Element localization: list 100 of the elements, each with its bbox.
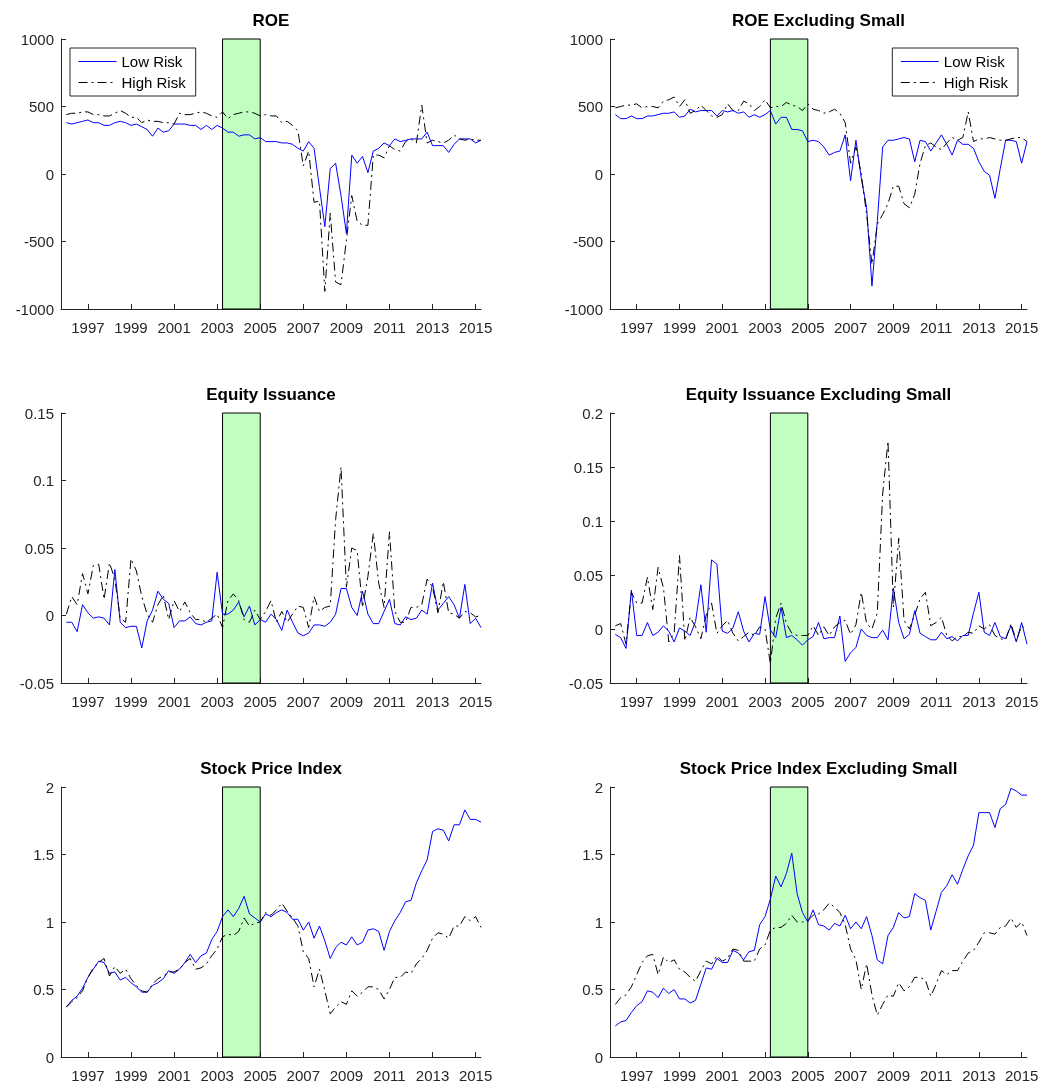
y-tick-label: -500: [572, 233, 603, 250]
x-tick-label: 2013: [962, 319, 996, 336]
y-tick-label: 0.5: [582, 981, 603, 998]
x-tick-label: 1997: [71, 1067, 105, 1083]
y-tick-label: 0.15: [573, 458, 603, 476]
y-tick-label: 0.1: [33, 472, 54, 489]
x-tick-label: 1997: [620, 319, 654, 336]
x-tick-label: 2005: [791, 1067, 825, 1083]
x-tick-label: 2015: [1004, 1067, 1039, 1083]
y-tick-label: 0.05: [573, 566, 603, 584]
x-tick-label: 2005: [243, 1067, 277, 1083]
x-tick-label: 2001: [157, 1067, 191, 1083]
x-tick-label: 2011: [919, 1067, 953, 1083]
y-tick-label: 2: [45, 778, 54, 796]
x-tick-label: 2013: [415, 693, 450, 710]
line-series: [614, 108, 1028, 287]
y-tick-label: 1.5: [582, 846, 603, 863]
x-tick-label: 1999: [662, 1067, 697, 1083]
x-tick-label: 2007: [286, 1067, 320, 1083]
x-tick-label: 1999: [662, 319, 697, 336]
x-tick-label: 2011: [373, 693, 406, 710]
y-tick-label: 0.05: [24, 539, 54, 557]
x-tick-label: 2009: [329, 1067, 364, 1083]
x-tick-label: 2001: [157, 693, 191, 710]
x-tick-label: 2005: [243, 319, 277, 336]
x-tick-label: 2001: [157, 319, 191, 336]
x-tick-label: 2015: [458, 319, 493, 336]
y-tick-label: -1000: [15, 300, 54, 318]
y-tick-label: -1000: [564, 300, 603, 318]
x-tick-label: 2013: [415, 319, 450, 336]
x-tick-label: 2001: [705, 319, 739, 336]
line-series: [614, 559, 1028, 662]
x-tick-label: 2011: [919, 319, 953, 336]
chart-title: Stock Price Index Excluding Small: [679, 759, 958, 778]
y-tick-label: 0: [594, 620, 603, 638]
x-tick-label: 2013: [962, 693, 996, 710]
x-tick-label: 2005: [791, 319, 825, 336]
line-series: [65, 119, 482, 234]
x-tick-label: 2009: [329, 319, 364, 336]
y-tick-label: 1000: [20, 30, 54, 48]
y-tick-label: 0.1: [582, 512, 603, 530]
x-tick-label: 2011: [919, 693, 953, 710]
y-tick-label: 0: [45, 1048, 54, 1066]
x-tick-label: 1997: [620, 1067, 654, 1083]
x-tick-label: 2007: [286, 693, 320, 710]
y-tick-label: 0.15: [24, 404, 54, 422]
y-tick-label: 0: [45, 607, 54, 624]
x-tick-label: 2015: [1004, 319, 1039, 336]
x-tick-label: 2001: [705, 693, 739, 710]
x-tick-label: 2013: [962, 1067, 996, 1083]
y-tick-label: 2: [594, 778, 603, 796]
x-tick-label: 2003: [200, 319, 234, 336]
x-tick-label: 1997: [71, 319, 105, 336]
y-tick-label: 0: [594, 165, 603, 183]
x-tick-label: 2011: [373, 1067, 406, 1083]
x-tick-label: 1999: [114, 693, 148, 710]
y-tick-label: 500: [577, 98, 603, 115]
x-tick-label: 1999: [114, 1067, 148, 1083]
x-tick-label: 2009: [876, 319, 911, 336]
chart-title: Equity Issuance: [206, 385, 336, 404]
chart-title: Stock Price Index: [200, 759, 343, 778]
x-tick-label: 2009: [876, 693, 911, 710]
x-tick-label: 2007: [833, 319, 868, 336]
x-tick-label: 2003: [200, 1067, 234, 1083]
y-tick-label: 1: [594, 913, 603, 931]
x-tick-label: 2007: [833, 1067, 868, 1083]
x-tick-label: 2001: [705, 1067, 739, 1083]
y-tick-label: -0.05: [568, 674, 603, 692]
x-tick-label: 2003: [748, 1067, 782, 1083]
y-tick-label: 0: [45, 165, 54, 183]
x-tick-label: 2003: [748, 693, 782, 710]
legend-label: High Risk: [121, 74, 187, 91]
x-tick-label: 1999: [114, 319, 148, 336]
x-tick-label: 2005: [243, 693, 277, 710]
y-tick-label: 0.5: [33, 981, 54, 998]
y-tick-label: -0.05: [19, 674, 54, 692]
y-tick-label: 0: [594, 1048, 603, 1066]
x-tick-label: 2007: [833, 693, 868, 710]
x-tick-label: 2009: [329, 693, 364, 710]
y-tick-label: 0.2: [582, 404, 603, 422]
x-tick-label: 1999: [662, 693, 697, 710]
chart-title: ROE: [252, 11, 290, 30]
x-tick-label: 2003: [200, 693, 234, 710]
x-tick-label: 2015: [458, 1067, 493, 1083]
x-tick-label: 2007: [286, 319, 320, 336]
y-tick-label: 1: [45, 913, 54, 931]
line-series: [65, 569, 482, 649]
x-tick-label: 2015: [458, 693, 493, 710]
legend-label: Low Risk: [121, 53, 183, 70]
x-tick-label: 2011: [373, 319, 406, 336]
x-tick-label: 1997: [71, 693, 105, 710]
x-tick-label: 1997: [620, 693, 654, 710]
legend-label: High Risk: [943, 74, 1009, 91]
y-tick-label: 1000: [569, 30, 603, 48]
y-tick-label: -500: [23, 233, 54, 250]
x-tick-label: 2003: [748, 319, 782, 336]
chart-title: ROE Excluding Small: [732, 11, 905, 30]
chart-title: Equity Issuance Excluding Small: [685, 385, 952, 404]
y-tick-label: 1.5: [33, 846, 54, 863]
legend-label: Low Risk: [943, 53, 1006, 70]
